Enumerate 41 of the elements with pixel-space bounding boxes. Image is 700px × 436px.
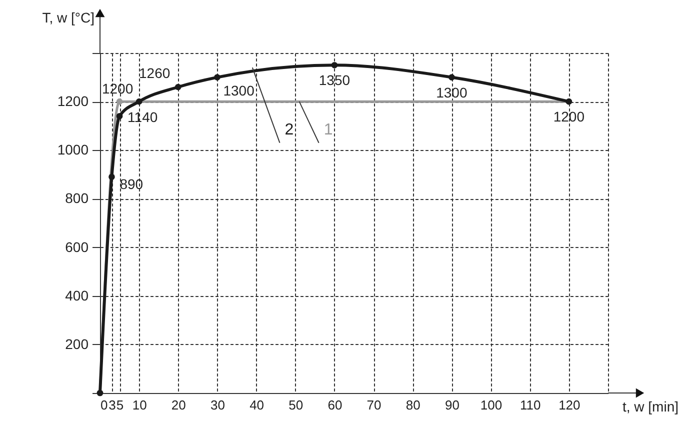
point [116, 112, 123, 120]
x-tick-label: 110 [520, 398, 541, 412]
point [331, 62, 338, 68]
x-tick-label: 3 [108, 398, 116, 412]
x-tick-label: 60 [328, 398, 342, 412]
data-label: 1350 [318, 72, 350, 88]
data-label: 890 [120, 176, 144, 192]
point [136, 98, 142, 105]
x-tick-label: 10 [132, 398, 147, 412]
point [116, 98, 123, 105]
y-tick-label: 400 [65, 287, 89, 304]
text: 2 [284, 122, 294, 138]
y-tick-label: 600 [65, 238, 89, 255]
data-label: 1300 [436, 84, 468, 100]
point [448, 74, 455, 80]
x-axis-title: t, w [min] [622, 398, 679, 414]
point [108, 174, 115, 180]
y-tick-label: 800 [65, 190, 89, 206]
x-tick-label: 80 [406, 398, 420, 412]
data-label: 1200 [553, 108, 585, 125]
x-tick-label: 120 [558, 398, 580, 412]
x-tick-label: 40 [250, 398, 264, 412]
data-label: 1300 [223, 82, 255, 98]
y-tick-label: 200 [65, 336, 89, 352]
series-label: 1 [324, 122, 333, 138]
x-tick-label: 90 [444, 398, 460, 412]
data-label: 1200 [102, 80, 134, 97]
x-tick-label: 5 [116, 398, 124, 412]
point [174, 84, 182, 90]
data-label: 1260 [139, 65, 170, 81]
x-tick-label: 70 [366, 398, 382, 412]
data-label: 1140 [128, 109, 158, 126]
x-tick-label: 100 [480, 398, 502, 412]
x-tick-label: 30 [210, 398, 225, 412]
y-axis-title: T, w [°C] [42, 10, 94, 26]
point [214, 74, 220, 80]
y-tick-label: 1200 [57, 93, 89, 110]
y-tick-label: 1000 [57, 142, 89, 158]
x-tick-label: 50 [288, 398, 304, 412]
x-tick-label: 0 [100, 398, 108, 412]
x-tick-label: 20 [171, 398, 186, 412]
